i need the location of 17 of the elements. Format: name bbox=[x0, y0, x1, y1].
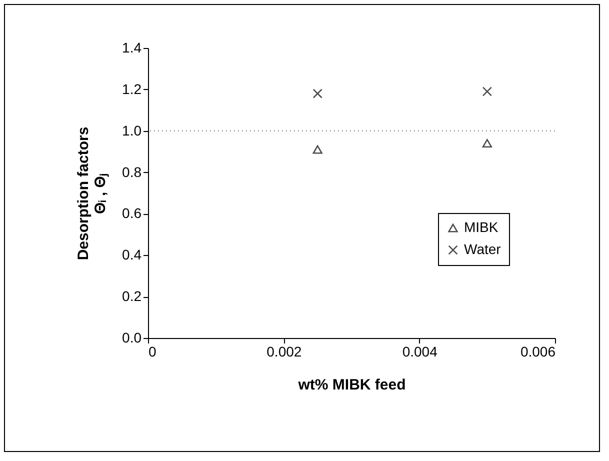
y-tick-label: 1.4 bbox=[122, 40, 142, 56]
y-tick-label: 0.4 bbox=[122, 246, 142, 263]
text: Desorption factors bbox=[75, 126, 92, 260]
x-axis-title: wt% MIBK feed bbox=[297, 376, 406, 394]
x-tick-label: 0.006 bbox=[520, 344, 556, 360]
y-tick-label: 0.8 bbox=[122, 164, 142, 180]
y-tick-label: 0.0 bbox=[122, 330, 142, 346]
y-tick-label: 1.2 bbox=[122, 80, 142, 97]
y-tick-label: 1.0 bbox=[122, 122, 142, 138]
y-tick-label: 0.6 bbox=[122, 205, 142, 222]
text: Θᵢ , Θⱼ bbox=[92, 173, 110, 214]
x-tick-label: 0.002 bbox=[266, 344, 302, 360]
x-tick-label: 0 bbox=[148, 344, 156, 360]
x-tick-label: 0.004 bbox=[402, 344, 438, 360]
legend-label: MIBK bbox=[464, 219, 499, 235]
y-tick-label: 0.2 bbox=[122, 288, 142, 304]
legend-label: Water bbox=[464, 241, 502, 257]
